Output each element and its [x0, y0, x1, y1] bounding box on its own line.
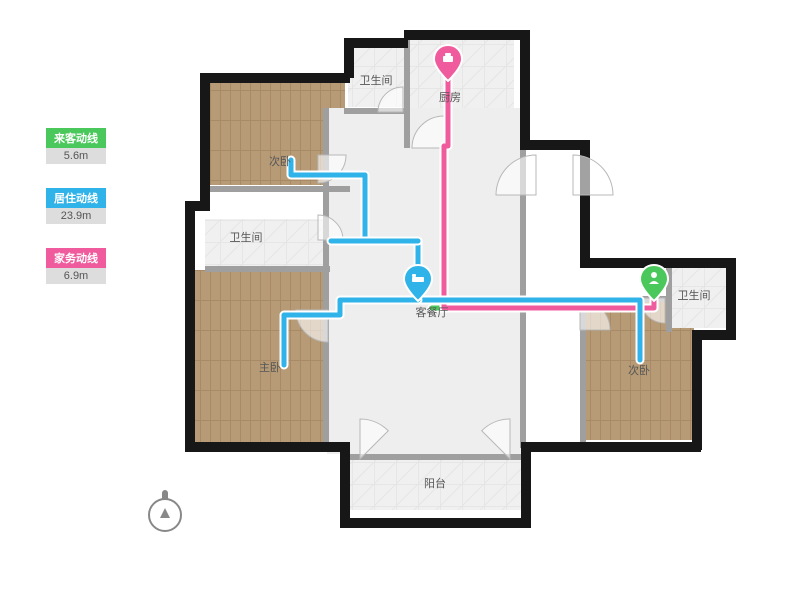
compass-icon	[148, 498, 182, 532]
outer-wall	[404, 30, 530, 40]
outer-wall	[344, 38, 354, 78]
outer-wall	[692, 330, 702, 450]
legend-value: 6.9m	[46, 268, 106, 284]
outer-wall	[200, 73, 350, 83]
outer-wall	[340, 518, 530, 528]
outer-wall	[185, 201, 210, 211]
marker-visitor-icon	[639, 264, 669, 302]
inner-wall	[404, 40, 410, 148]
room-bath3	[670, 268, 728, 328]
inner-wall	[345, 454, 525, 460]
legend-label: 居住动线	[46, 188, 106, 208]
room-bath2	[205, 219, 323, 267]
outer-wall	[521, 442, 531, 528]
outer-wall	[340, 442, 350, 528]
outer-wall	[185, 442, 349, 452]
marker-living-icon	[403, 264, 433, 302]
outer-wall	[200, 73, 210, 201]
legend-label: 来客动线	[46, 128, 106, 148]
legend-value: 23.9m	[46, 208, 106, 224]
outer-wall	[185, 260, 195, 450]
outer-wall	[581, 442, 701, 452]
room-balcony	[345, 460, 525, 510]
door-arc	[573, 155, 613, 195]
outer-wall	[521, 442, 591, 452]
outer-wall	[185, 211, 195, 271]
legend-item-1: 居住动线23.9m	[46, 188, 106, 224]
inner-wall	[323, 268, 329, 448]
legend-label: 家务动线	[46, 248, 106, 268]
legend-item-0: 来客动线5.6m	[46, 128, 106, 164]
outer-wall	[520, 30, 530, 148]
legend-value: 5.6m	[46, 148, 106, 164]
room-bed1	[192, 270, 324, 442]
inner-wall	[205, 266, 330, 272]
legend-item-2: 家务动线6.9m	[46, 248, 106, 284]
outer-wall	[726, 258, 736, 338]
outer-wall	[580, 195, 590, 265]
outer-wall	[520, 140, 588, 150]
marker-chore-icon	[433, 44, 463, 82]
